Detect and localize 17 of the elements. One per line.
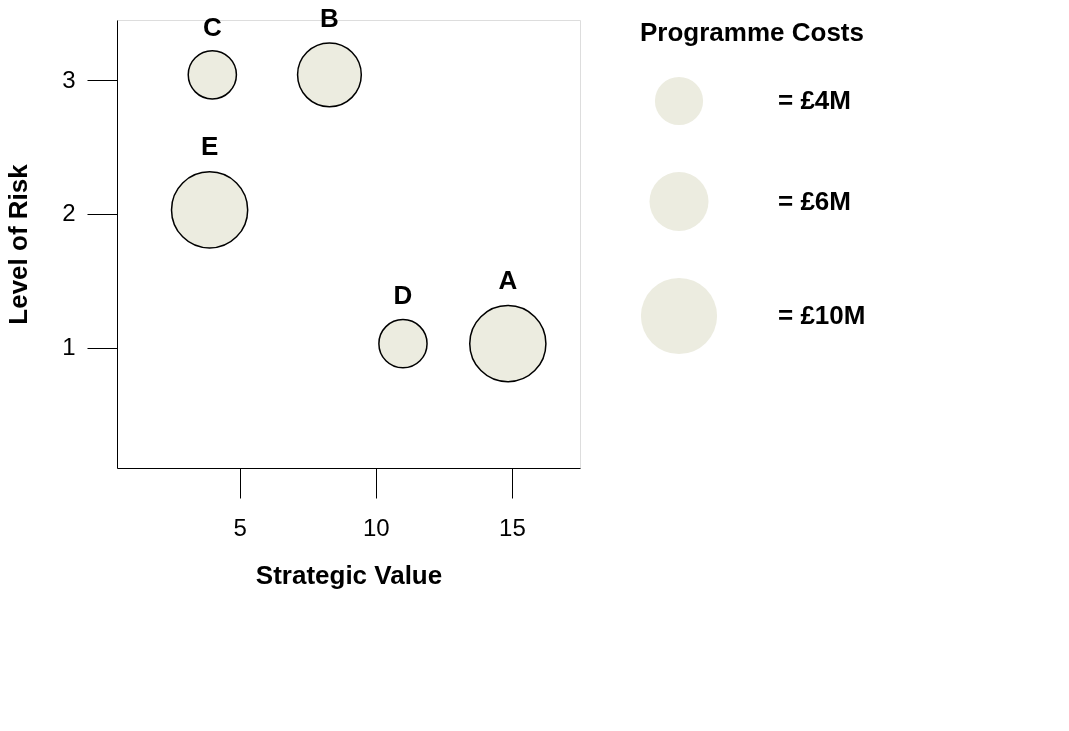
series-label: A <box>498 264 518 295</box>
x-tick-label: 5 <box>233 513 247 541</box>
x-tick-label: 10 <box>362 513 390 541</box>
x-axis-title: Strategic Value <box>255 559 443 590</box>
series-label: E <box>200 130 219 161</box>
series-label: C <box>202 11 222 42</box>
legend-label: = £6M <box>778 185 851 216</box>
legend-label: = £10M <box>778 300 866 330</box>
series-label: B <box>320 2 339 33</box>
legend-title: Programme Costs <box>640 17 864 47</box>
y-tick-label: 1 <box>62 333 76 361</box>
y-tick-label: 3 <box>62 65 76 93</box>
x-tick-label: 15 <box>499 513 526 541</box>
legend-label: = £4M <box>778 85 851 115</box>
y-tick-label: 2 <box>62 199 76 227</box>
y-axis-title: Level of Risk <box>3 163 34 325</box>
series-label: D <box>393 280 413 311</box>
